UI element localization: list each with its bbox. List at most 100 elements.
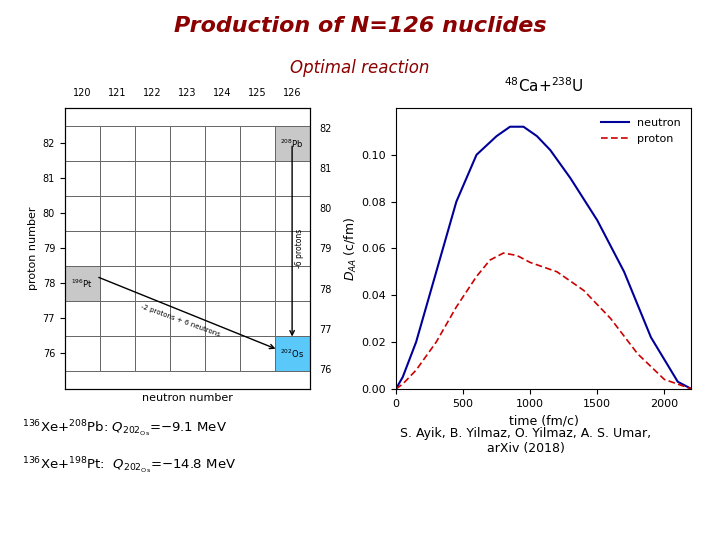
Text: -2 protons + 6 neutrons: -2 protons + 6 neutrons (140, 303, 220, 338)
proton (580, 287, 588, 294)
neutron (647, 334, 655, 341)
Bar (65, 266, 100, 301)
Bar (274, 336, 310, 371)
proton (432, 339, 441, 345)
neutron (593, 217, 602, 224)
Bar (274, 161, 310, 196)
Legend: neutron, proton: neutron, proton (596, 113, 685, 148)
Bar (274, 301, 310, 336)
neutron (398, 374, 407, 380)
Bar (170, 126, 204, 161)
neutron (452, 198, 461, 205)
Bar (274, 231, 310, 266)
neutron (566, 175, 575, 181)
Bar (65, 301, 100, 336)
proton (660, 376, 669, 383)
Bar (204, 231, 240, 266)
Bar (240, 266, 274, 301)
Bar (135, 266, 170, 301)
Bar (100, 301, 135, 336)
Text: $^{202}$Os: $^{202}$Os (280, 347, 304, 360)
Bar (274, 126, 310, 161)
Bar (100, 336, 135, 371)
neutron (432, 268, 441, 275)
neutron (472, 152, 481, 158)
Text: -6 protons: -6 protons (295, 229, 305, 268)
Bar (65, 266, 100, 301)
Bar (135, 126, 170, 161)
Bar (135, 231, 170, 266)
Bar (65, 231, 100, 266)
Line: proton: proton (396, 253, 691, 389)
neutron (392, 386, 400, 392)
Bar (135, 301, 170, 336)
Bar (135, 336, 170, 371)
Bar (240, 231, 274, 266)
Text: $^{136}$Xe+$^{208}$Pb: $Q_{202_\mathrm{Os}}$=−9.1 MeV: $^{136}$Xe+$^{208}$Pb: $Q_{202_\mathrm{O… (22, 418, 227, 438)
Bar (240, 336, 274, 371)
proton (412, 367, 420, 373)
proton (553, 268, 562, 275)
proton (472, 273, 481, 280)
proton (392, 386, 400, 392)
Bar (65, 336, 100, 371)
neutron (505, 124, 514, 130)
Y-axis label: $D_{AA}$ (c/fm): $D_{AA}$ (c/fm) (343, 216, 359, 281)
proton (633, 350, 642, 357)
neutron (533, 133, 541, 139)
Bar (240, 161, 274, 196)
Bar (274, 336, 310, 371)
Bar (100, 126, 135, 161)
proton (687, 386, 696, 392)
neutron (519, 124, 528, 130)
neutron (620, 268, 629, 275)
Line: neutron: neutron (396, 127, 691, 389)
Bar (170, 301, 204, 336)
Bar (204, 266, 240, 301)
proton (606, 315, 615, 322)
Text: S. Ayik, B. Yilmaz, O. Yilmaz, A. S. Umar,
arXiv (2018): S. Ayik, B. Yilmaz, O. Yilmaz, A. S. Uma… (400, 427, 651, 455)
Bar (170, 336, 204, 371)
neutron (673, 379, 682, 385)
Bar (204, 336, 240, 371)
proton (485, 257, 494, 264)
Bar (65, 196, 100, 231)
proton (398, 381, 407, 387)
Bar (65, 126, 100, 161)
Text: $^{48}$Ca+$^{238}$U: $^{48}$Ca+$^{238}$U (504, 76, 583, 94)
proton (452, 303, 461, 310)
proton (539, 264, 548, 271)
Text: $^{208}$Pb: $^{208}$Pb (280, 137, 304, 150)
X-axis label: time (fm/c): time (fm/c) (508, 414, 579, 427)
Bar (65, 161, 100, 196)
X-axis label: neutron number: neutron number (142, 393, 233, 403)
proton (513, 252, 521, 259)
neutron (546, 147, 554, 153)
proton (526, 259, 534, 266)
Bar (204, 126, 240, 161)
Bar (135, 196, 170, 231)
Text: Production of N=126 nuclides: Production of N=126 nuclides (174, 16, 546, 36)
Bar (170, 161, 204, 196)
Bar (135, 161, 170, 196)
Bar (204, 161, 240, 196)
Bar (100, 161, 135, 196)
Bar (240, 126, 274, 161)
Bar (170, 231, 204, 266)
proton (499, 250, 508, 256)
Y-axis label: proton number: proton number (28, 207, 38, 290)
Bar (170, 266, 204, 301)
Bar (100, 266, 135, 301)
Text: Optimal reaction: Optimal reaction (290, 59, 430, 77)
Text: $^{196}$Pt: $^{196}$Pt (71, 277, 93, 289)
Bar (274, 266, 310, 301)
Text: $^{136}$Xe+$^{198}$Pt:  $Q_{202_\mathrm{Os}}$=−14.8 MeV: $^{136}$Xe+$^{198}$Pt: $Q_{202_\mathrm{O… (22, 456, 235, 476)
Bar (100, 231, 135, 266)
Bar (100, 196, 135, 231)
Bar (274, 126, 310, 161)
Bar (204, 301, 240, 336)
Bar (240, 301, 274, 336)
Bar (274, 196, 310, 231)
neutron (492, 133, 501, 139)
Bar (170, 196, 204, 231)
